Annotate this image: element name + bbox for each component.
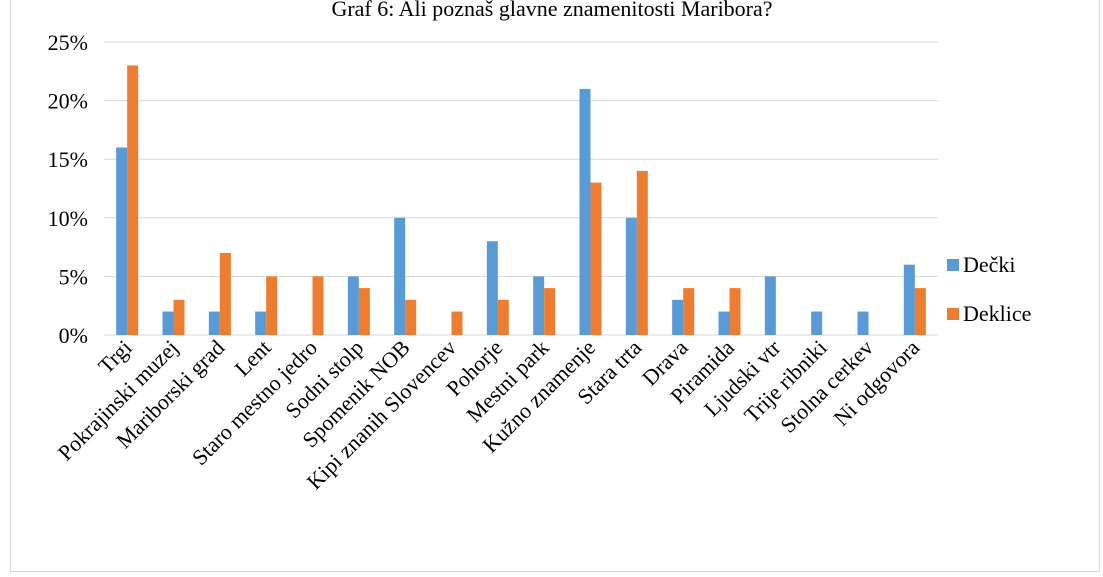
legend: Dečki Deklice xyxy=(947,252,1031,326)
chart-title: Graf 6: Ali poznaš glavne znamenitosti M… xyxy=(331,0,772,21)
bar-decki xyxy=(903,264,915,335)
bar-deklice xyxy=(312,276,324,335)
bar-decki xyxy=(162,311,174,335)
bars xyxy=(116,65,926,335)
bar-deklice xyxy=(266,276,278,335)
bar-deklice xyxy=(127,65,139,335)
y-tick-label: 20% xyxy=(48,89,88,114)
legend-swatch xyxy=(947,259,959,271)
bar-decki xyxy=(811,311,823,335)
legend-label: Dečki xyxy=(963,252,1016,277)
y-tick-label: 10% xyxy=(48,206,88,231)
bar-decki xyxy=(672,299,684,335)
bar-decki xyxy=(625,217,637,335)
bar-deklice xyxy=(451,311,463,335)
bar-deklice xyxy=(636,170,648,335)
bar-chart: Graf 6: Ali poznaš glavne znamenitosti M… xyxy=(48,0,1032,494)
bar-deklice xyxy=(590,182,602,335)
bar-decki xyxy=(764,276,776,335)
bar-decki xyxy=(533,276,545,335)
bar-decki xyxy=(394,217,406,335)
bar-deklice xyxy=(729,288,741,335)
bar-deklice xyxy=(219,252,231,335)
bar-decki xyxy=(208,311,220,335)
bar-decki xyxy=(857,311,869,335)
bar-deklice xyxy=(544,288,556,335)
y-tick-label: 25% xyxy=(48,30,88,55)
bar-deklice xyxy=(405,299,417,335)
bar-decki xyxy=(486,241,498,335)
bar-decki xyxy=(347,276,359,335)
bar-decki xyxy=(579,88,591,335)
bar-deklice xyxy=(173,299,185,335)
legend-label: Deklice xyxy=(963,301,1031,326)
legend-swatch xyxy=(947,308,959,320)
bar-decki xyxy=(718,311,730,335)
bar-decki xyxy=(255,311,267,335)
y-tick-label: 5% xyxy=(59,264,88,289)
bar-deklice xyxy=(497,299,509,335)
y-tick-label: 15% xyxy=(48,147,88,172)
bar-decki xyxy=(116,147,128,335)
gridlines xyxy=(104,41,938,336)
y-axis-ticks: 0% 5% 10% 15% 20% 25% xyxy=(48,30,88,348)
bar-deklice xyxy=(683,288,695,335)
chart-frame: Graf 6: Ali poznaš glavne znamenitosti M… xyxy=(10,0,1100,572)
bar-deklice xyxy=(914,288,926,335)
y-tick-label: 0% xyxy=(59,323,88,348)
bar-deklice xyxy=(358,288,370,335)
